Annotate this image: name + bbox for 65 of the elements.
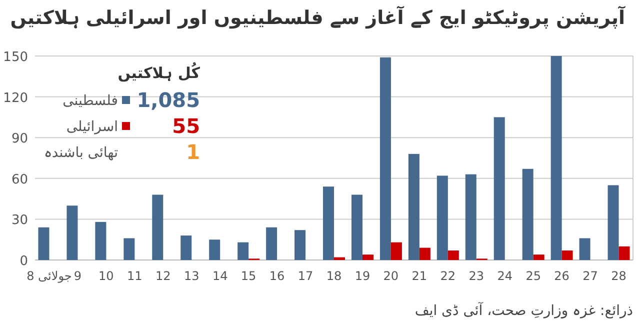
- bar: [209, 240, 220, 260]
- x-tick-label: 23: [468, 269, 484, 283]
- x-tick-label: 16: [269, 269, 285, 283]
- x-tick-label: 8 جولائی: [26, 269, 72, 283]
- x-tick-label: 13: [184, 269, 200, 283]
- bar: [448, 250, 459, 260]
- bar: [494, 117, 505, 260]
- x-tick-label: 25: [526, 269, 541, 283]
- bar: [618, 246, 630, 260]
- x-tick-label: 27: [582, 269, 598, 283]
- bar: [38, 227, 50, 260]
- annotation: تھائی باشندہ: [44, 145, 118, 161]
- x-tick-label: 22: [440, 269, 456, 283]
- bar: [334, 257, 345, 260]
- x-tick-label: 19: [354, 269, 370, 283]
- x-tick-label: 20: [383, 269, 399, 283]
- x-tick-label: 11: [127, 269, 142, 283]
- x-tick-label: 10: [98, 269, 114, 283]
- bar: [579, 238, 590, 260]
- bar: [180, 236, 192, 260]
- x-tick-label: 12: [156, 269, 171, 283]
- bar: [465, 174, 476, 260]
- bar: [419, 248, 430, 260]
- bar: [152, 194, 164, 260]
- chart-title: آپریشن پروٹیکٹو ایج کے آغاز سے فلسطینیوں اور اسرائیلی ہلاکتیں: [10, 5, 626, 29]
- bar: [522, 168, 534, 260]
- bar: [380, 57, 391, 260]
- legend-title: کُل ہلاکتیں: [118, 61, 200, 82]
- bar: [351, 194, 362, 260]
- x-tick-label: 18: [326, 269, 342, 283]
- bar: [266, 227, 278, 260]
- bar: [124, 238, 135, 260]
- bar: [66, 206, 78, 260]
- x-tick-label: 15: [240, 269, 256, 283]
- bar: [608, 185, 619, 260]
- x-tick-label: 24: [497, 269, 512, 283]
- y-tick-label: 30: [11, 213, 28, 228]
- bar: [238, 242, 249, 260]
- legend-label: فلسطینی: [62, 93, 118, 109]
- bar: [436, 176, 448, 260]
- y-tick-label: 60: [11, 172, 28, 188]
- annotation: 1,085: [136, 88, 200, 112]
- bar: [323, 186, 334, 260]
- bar: [562, 250, 573, 260]
- y-tick-label: 90: [11, 132, 28, 147]
- x-tick-label: 26: [554, 269, 570, 283]
- y-tick-label: 0: [20, 254, 28, 269]
- bar: [362, 254, 374, 260]
- y-tick-label: 120: [3, 90, 28, 106]
- x-tick-label: 9: [74, 269, 82, 283]
- text: ذرائع: غزہ وزارتِ صحت، آئی ڈی ایف: [414, 301, 633, 319]
- bar: [390, 242, 402, 260]
- x-tick-label: 28: [611, 269, 626, 283]
- bar: [533, 254, 544, 260]
- x-tick-label: 21: [412, 269, 428, 283]
- bar: [294, 230, 306, 260]
- annotation: 1: [186, 140, 200, 164]
- x-tick-label: 17: [298, 269, 314, 283]
- bar: [408, 154, 420, 260]
- y-tick-label: 150: [3, 50, 28, 65]
- bar: [550, 56, 562, 260]
- bar: [95, 222, 106, 260]
- x-tick-label: 14: [212, 269, 228, 283]
- annotation: 55: [172, 114, 200, 138]
- legend-label: اسرائیلی: [66, 119, 118, 135]
